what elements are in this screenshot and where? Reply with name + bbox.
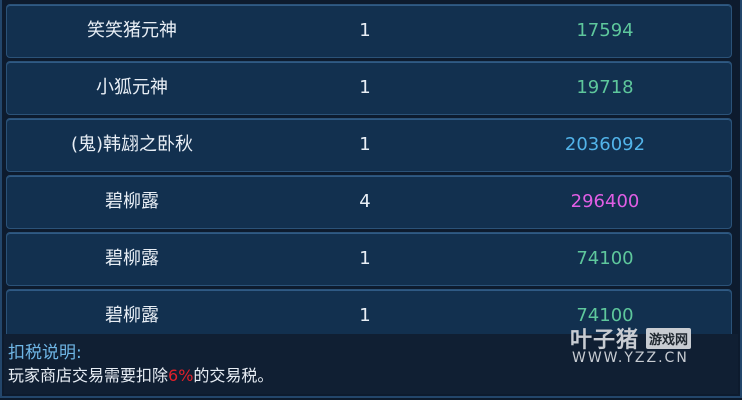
tax-description: 玩家商店交易需要扣除6%的交易税。	[8, 362, 273, 386]
item-row[interactable]: 碧柳露 1 74100	[6, 232, 732, 286]
tax-info: 扣税说明: 玩家商店交易需要扣除6%的交易税。	[4, 334, 738, 394]
item-price: 2036092	[564, 134, 646, 155]
item-row[interactable]: 笑笑猪元神 1 17594	[6, 4, 732, 58]
item-name: 小狐元神	[96, 77, 168, 98]
item-price: 74100	[576, 248, 634, 269]
item-quantity: 1	[359, 305, 371, 326]
tax-rate: 6%	[168, 366, 194, 385]
watermark-tag: 游戏网	[646, 328, 692, 349]
item-quantity: 1	[359, 248, 371, 269]
item-quantity: 1	[359, 134, 371, 155]
item-price: 296400	[570, 191, 640, 212]
item-name: 碧柳露	[105, 305, 159, 326]
item-row[interactable]: 碧柳露 1 74100	[6, 289, 732, 334]
item-name: 碧柳露	[105, 191, 159, 212]
item-row[interactable]: 小狐元神 1 19718	[6, 61, 732, 115]
item-name: 碧柳露	[105, 248, 159, 269]
item-row[interactable]: 碧柳露 4 296400	[6, 175, 732, 229]
watermark-logo: 叶子猪 游戏网 WWW.YZZ.CN	[570, 322, 706, 374]
item-list[interactable]: 笑笑猪元神 1 17594 小狐元神 1 19718 (鬼)韩翃之卧秋 1 2036092 碧柳露…	[6, 4, 732, 334]
item-row[interactable]: (鬼)韩翃之卧秋 1 2036092	[6, 118, 732, 172]
watermark-url: WWW.YZZ.CN	[572, 350, 689, 366]
item-price: 74100	[576, 305, 634, 326]
item-name: 笑笑猪元神	[87, 20, 177, 41]
item-quantity: 1	[359, 20, 371, 41]
item-price: 19718	[576, 77, 634, 98]
item-price: 17594	[576, 20, 634, 41]
item-quantity: 4	[359, 191, 371, 212]
tax-text-before: 玩家商店交易需要扣除	[8, 366, 169, 385]
item-quantity: 1	[359, 77, 371, 98]
tax-text-after: 的交易税。	[193, 366, 274, 385]
watermark-brand: 叶子猪	[570, 328, 640, 353]
item-name: (鬼)韩翃之卧秋	[70, 134, 194, 155]
tax-title: 扣税说明:	[8, 343, 82, 363]
